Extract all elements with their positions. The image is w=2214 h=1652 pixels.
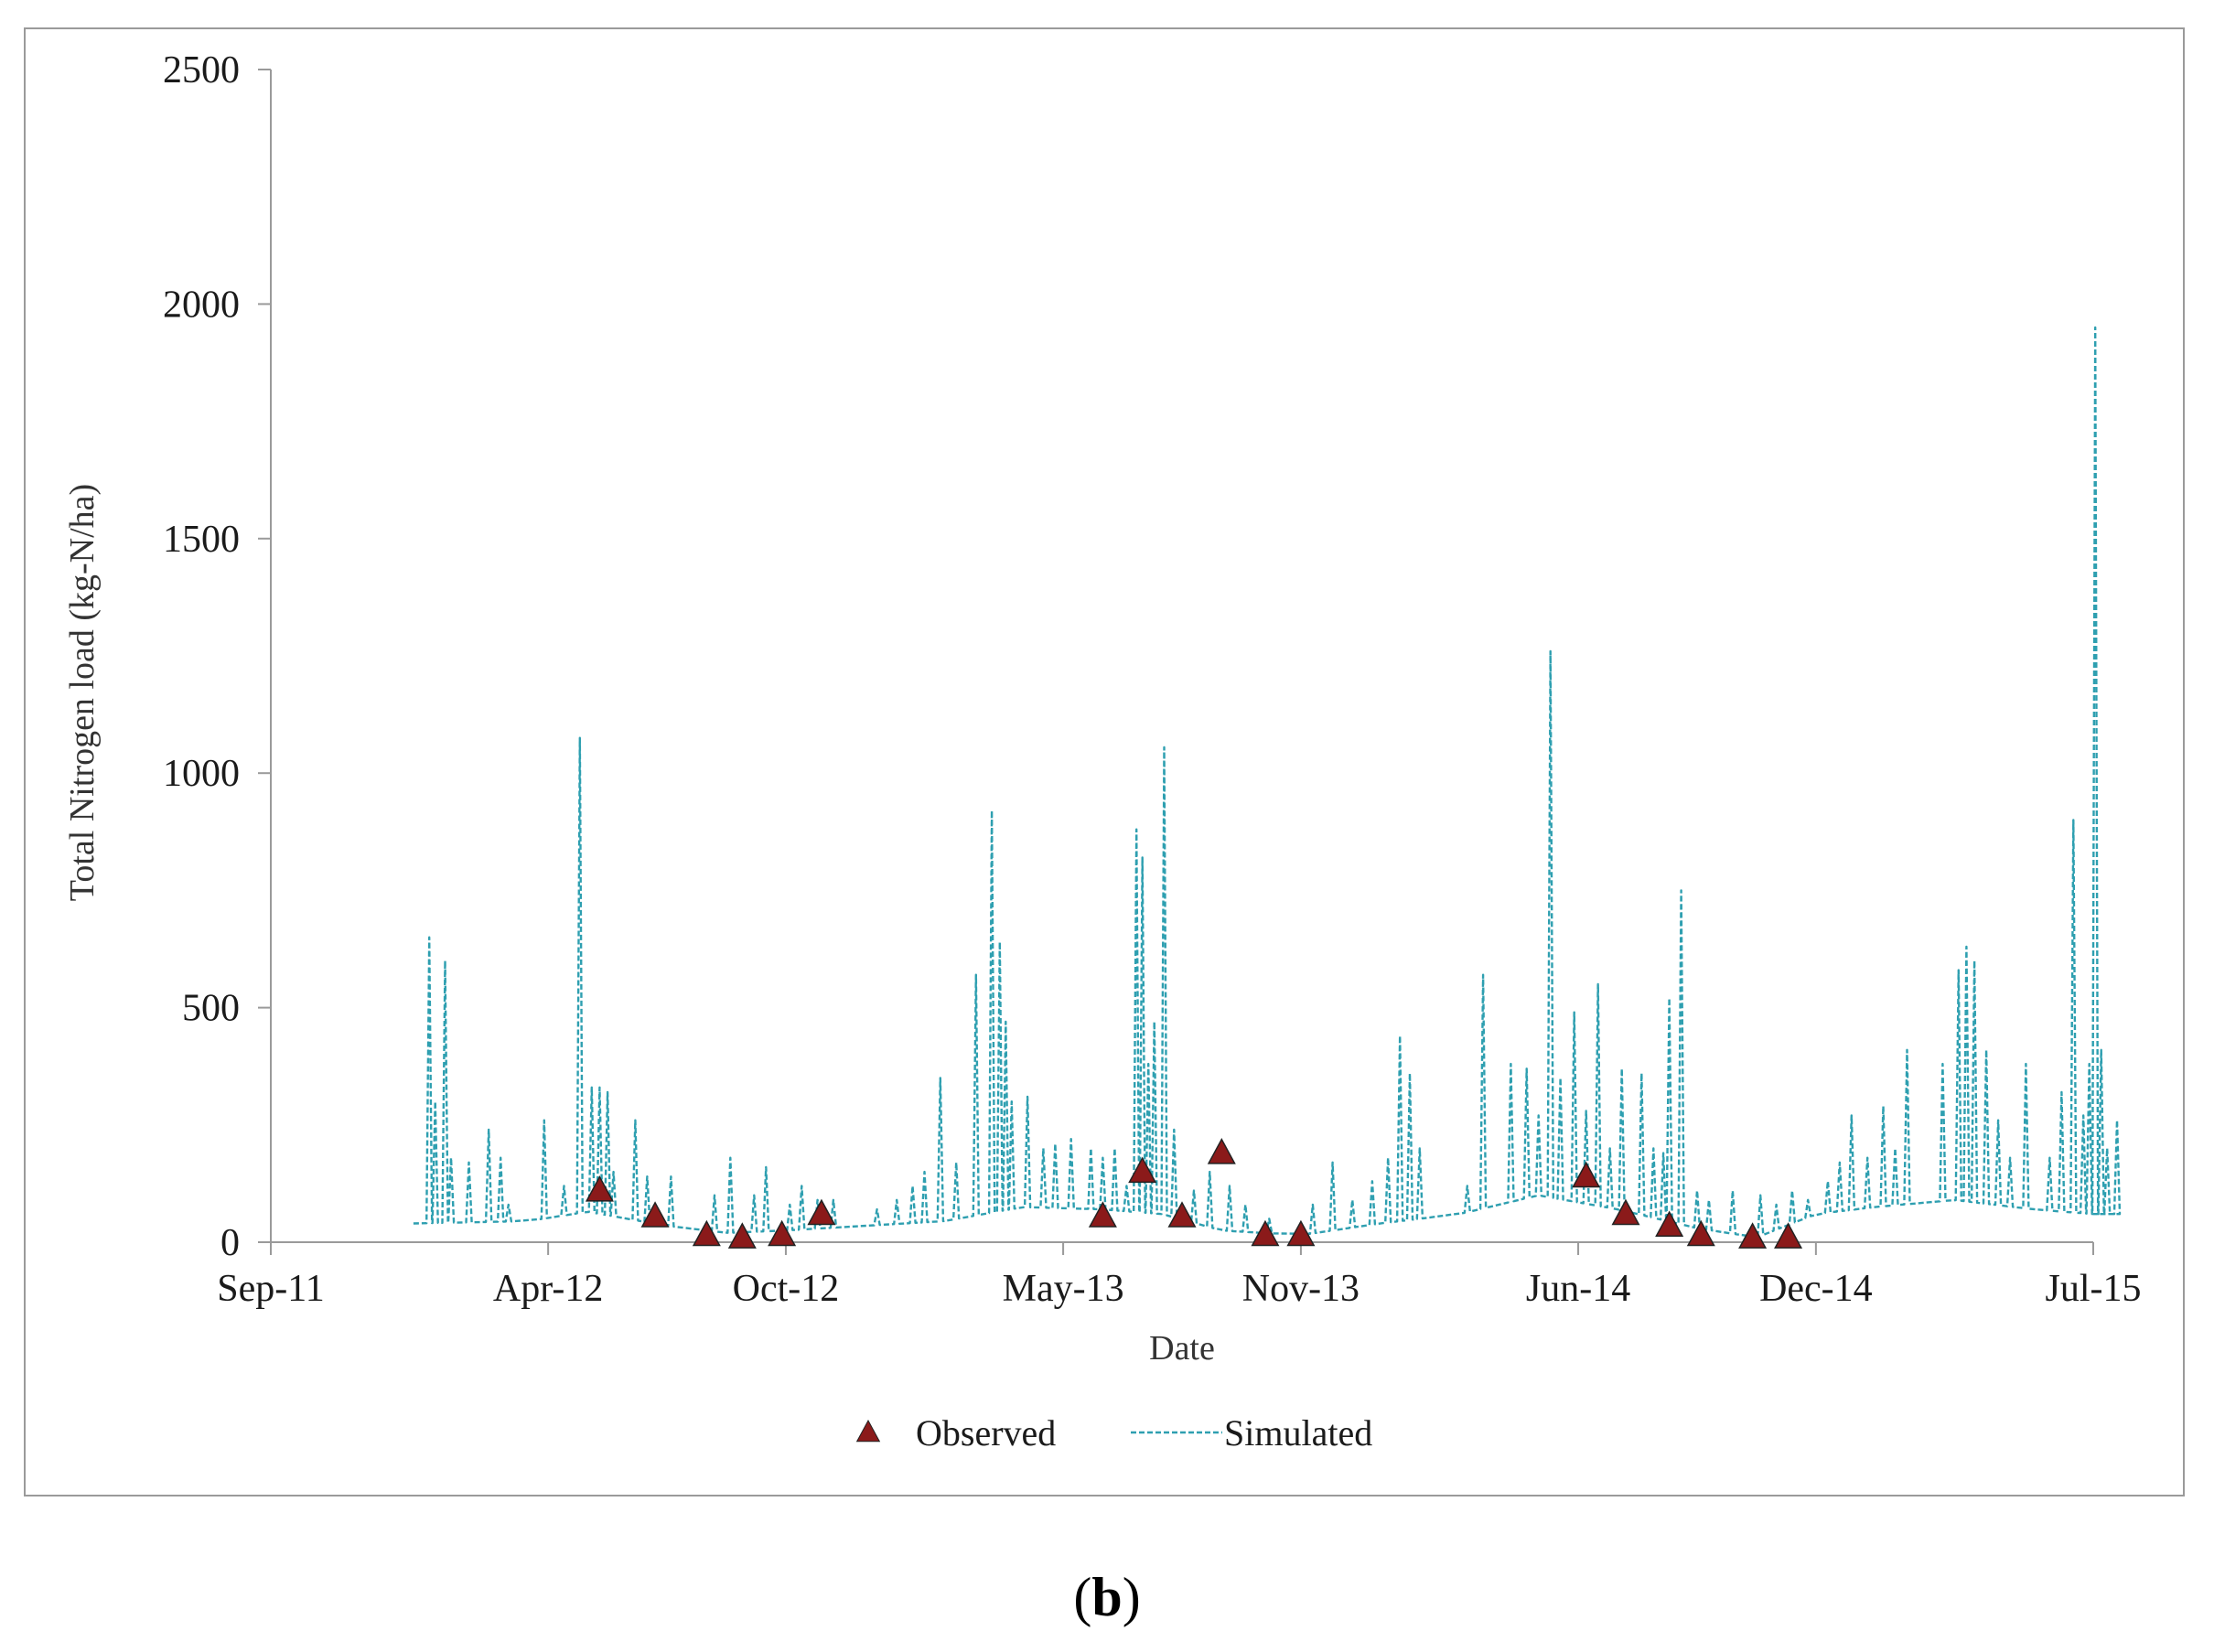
observed-point <box>1128 1156 1157 1184</box>
x-axis-title: Date <box>1149 1329 1215 1368</box>
y-axis-title: Total Nitrogen load (kg-N/ha) <box>63 484 102 901</box>
panel-label-open: ( <box>1073 1567 1092 1627</box>
observed-point <box>1655 1210 1684 1238</box>
x-tick-label: Apr-12 <box>493 1268 603 1310</box>
observed-point <box>1286 1219 1316 1247</box>
observed-series <box>585 1137 1803 1249</box>
panel-label-letter: b <box>1091 1567 1123 1627</box>
simulated-line <box>413 326 2122 1239</box>
x-tick-label: Jun-14 <box>1526 1268 1630 1310</box>
y-tick-label: 1500 <box>163 519 240 561</box>
x-tick-label: Sep-11 <box>217 1268 324 1310</box>
y-tick-label: 500 <box>182 988 240 1030</box>
observed-point <box>1774 1222 1803 1249</box>
legend-observed-marker <box>855 1419 881 1443</box>
observed-point <box>768 1219 797 1247</box>
legend-observed-label: Observed <box>916 1412 1056 1454</box>
observed-point <box>1686 1219 1715 1247</box>
legend-simulated-label: Simulated <box>1224 1412 1372 1454</box>
observed-point <box>1738 1222 1768 1249</box>
y-tick-label: 2500 <box>163 49 240 91</box>
observed-point <box>1611 1198 1640 1226</box>
observed-point <box>640 1201 670 1228</box>
line-chart: 0 500 1000 1500 2000 2500 Sep-11 Apr-12 Oct-12 Ma… <box>63 49 2142 1454</box>
x-tick-label: May-13 <box>1003 1268 1124 1310</box>
x-tick-label: Oct-12 <box>733 1268 840 1310</box>
y-tick-label: 2000 <box>163 284 240 326</box>
y-tick-label: 0 <box>220 1222 240 1264</box>
observed-point <box>727 1222 757 1249</box>
panel-label: (b) <box>0 1566 2214 1629</box>
observed-point <box>692 1219 721 1247</box>
observed-point <box>807 1198 836 1226</box>
panel-label-close: ) <box>1122 1567 1141 1627</box>
x-tick-label: Nov-13 <box>1242 1268 1360 1310</box>
observed-point <box>1088 1201 1117 1228</box>
observed-point <box>585 1175 614 1202</box>
observed-point <box>1207 1137 1236 1164</box>
chart-frame: 0 500 1000 1500 2000 2500 Sep-11 Apr-12 Oct-12 Ma… <box>24 27 2185 1496</box>
observed-point <box>1572 1161 1601 1188</box>
tick-labels: 0 500 1000 1500 2000 2500 Sep-11 Apr-12 Oct-12 Ma… <box>163 49 2142 1310</box>
legend: Observed Simulated <box>855 1412 1372 1454</box>
x-tick-label: Jul-15 <box>2046 1268 2142 1310</box>
simulated-series <box>413 326 2122 1239</box>
axes <box>258 69 2094 1255</box>
observed-point <box>1251 1219 1280 1247</box>
y-tick-label: 1000 <box>163 753 240 795</box>
observed-point <box>1167 1201 1197 1228</box>
x-tick-label: Dec-14 <box>1759 1268 1873 1310</box>
